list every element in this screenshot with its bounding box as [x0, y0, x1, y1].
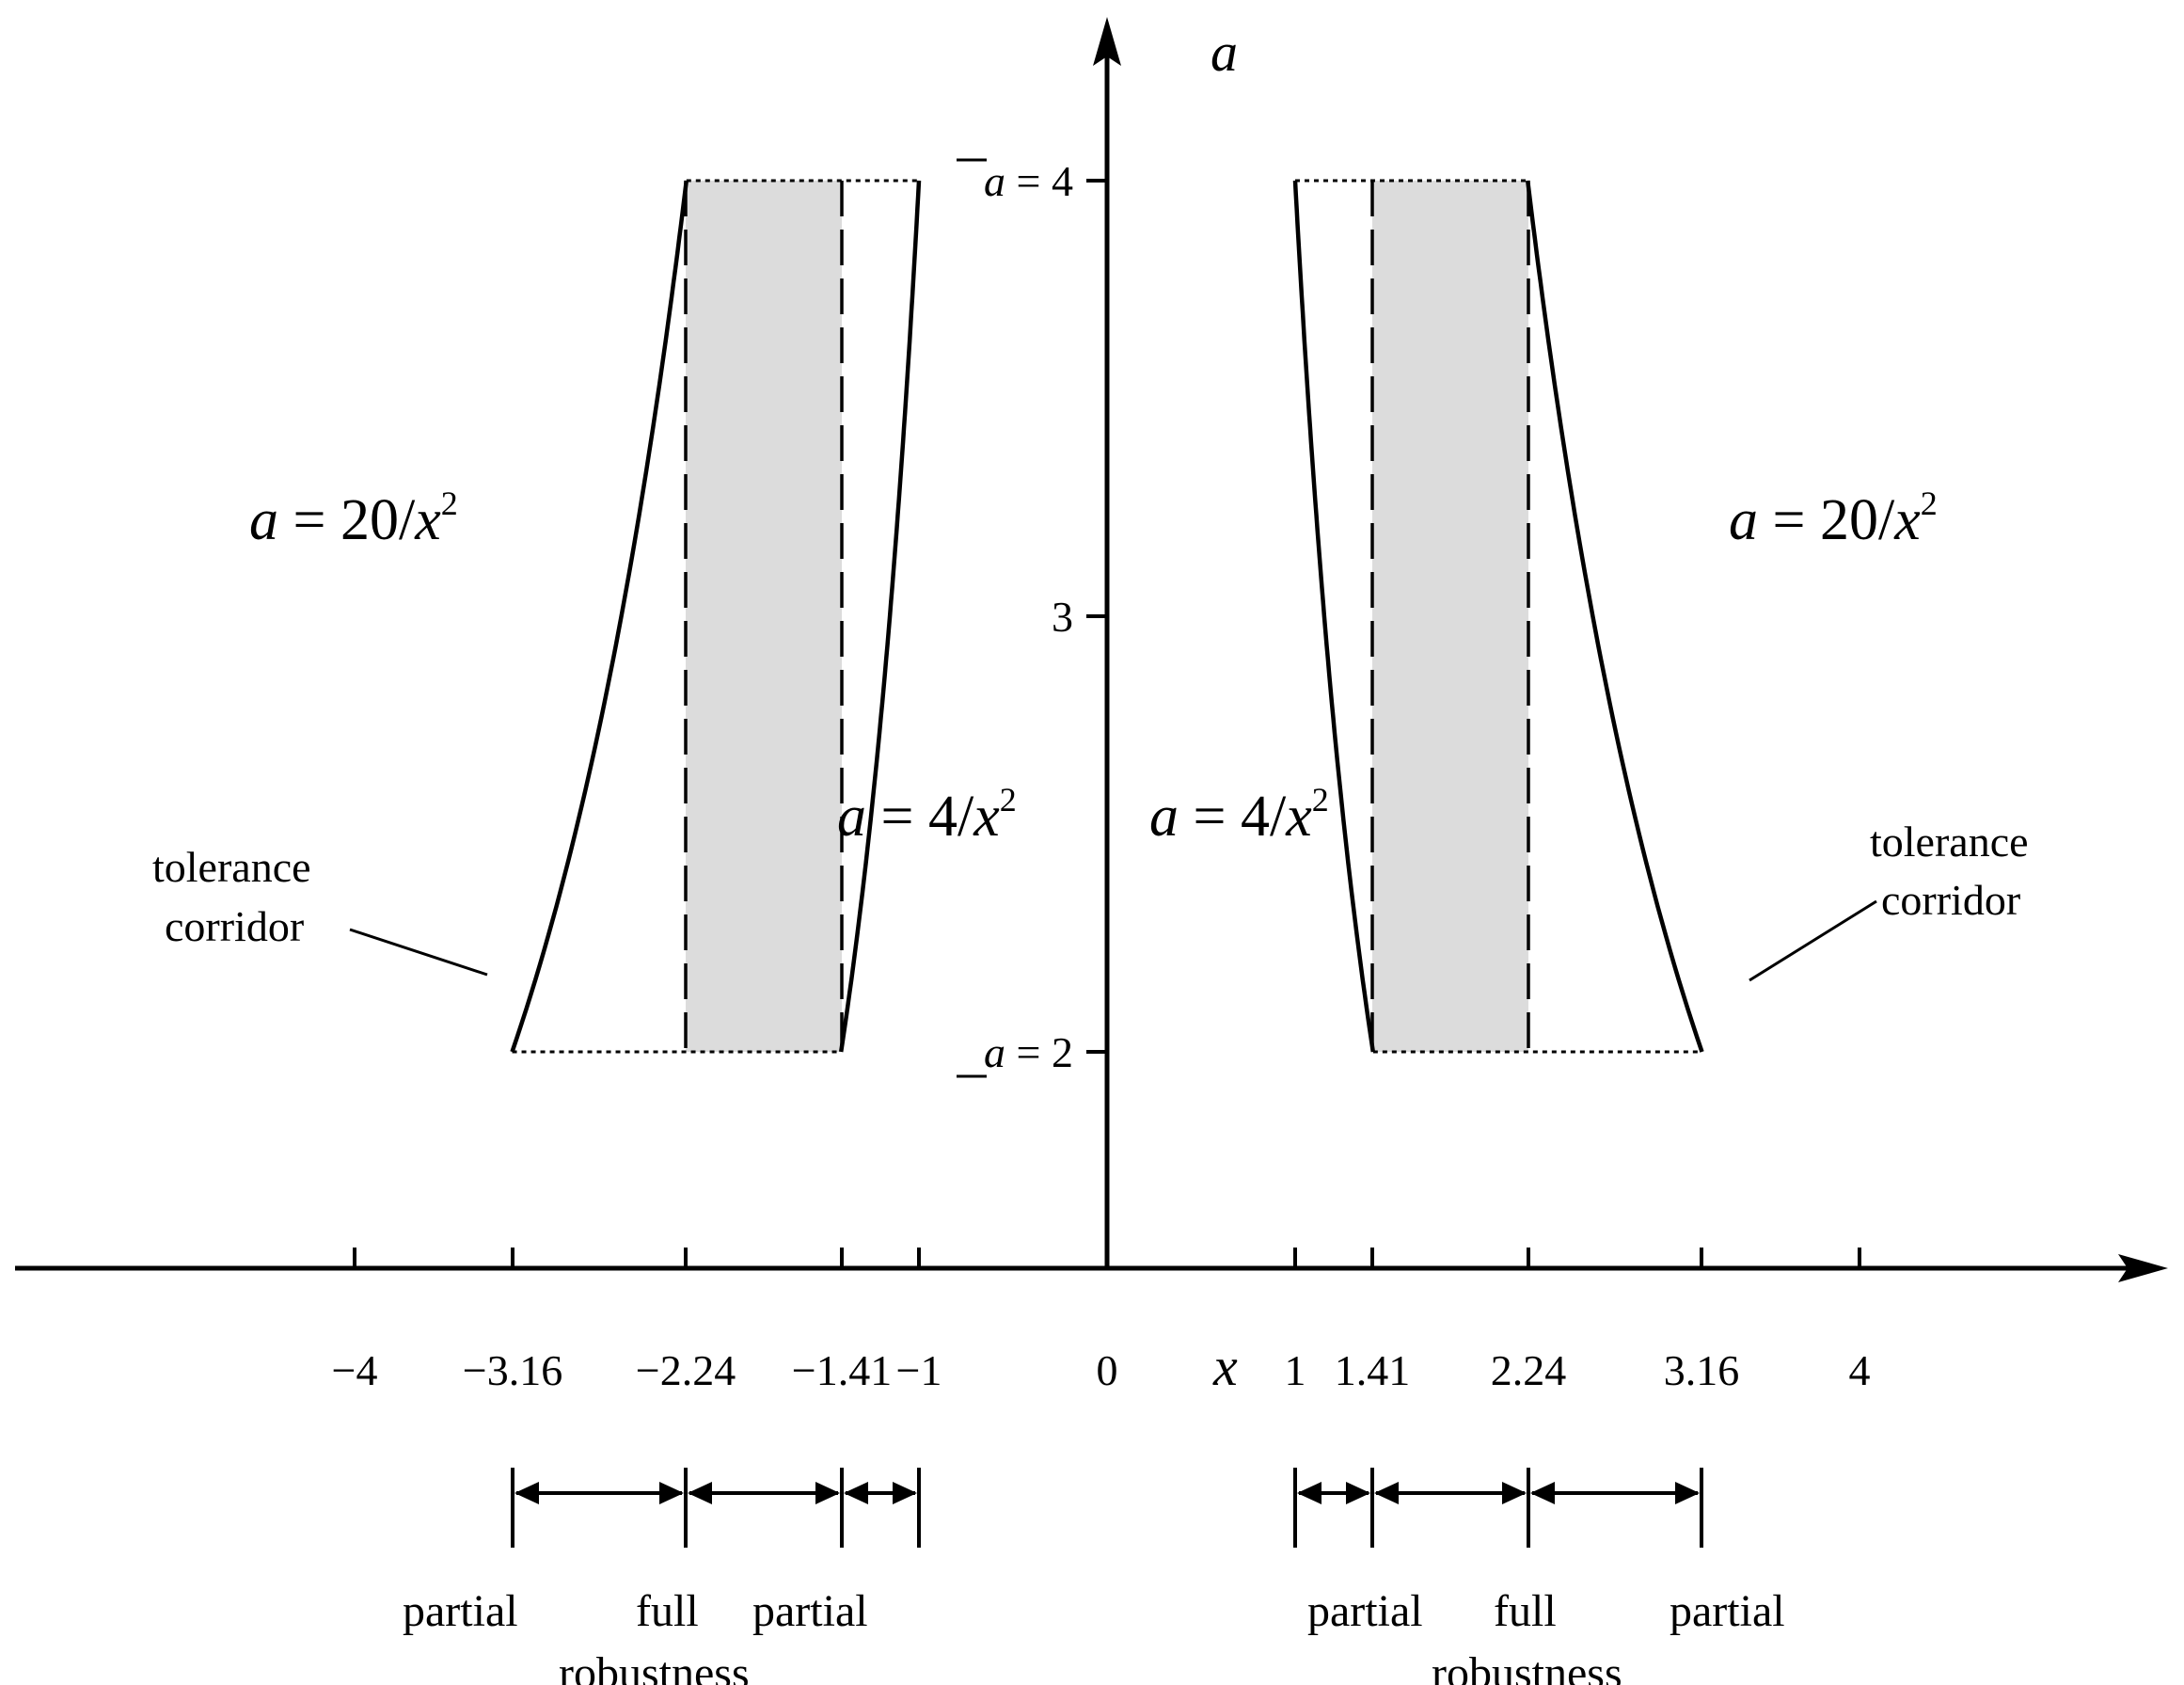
- formula-outer-right: a = 20/x2: [1729, 485, 1938, 552]
- arrowhead: [1530, 1482, 1555, 1504]
- arrowhead: [1675, 1482, 1700, 1504]
- x-tick-label: 3.16: [1664, 1346, 1740, 1394]
- x-tick-label: 2.24: [1491, 1346, 1567, 1394]
- y-tick-label: a = 2: [984, 1028, 1073, 1076]
- x-tick-label: 0: [1097, 1346, 1118, 1394]
- full-robustness-band-left: [686, 181, 842, 1052]
- x-tick-label: 1.41: [1335, 1346, 1411, 1394]
- curve-inner-left: [838, 180, 922, 1053]
- arrowhead: [1502, 1482, 1527, 1504]
- tolerance-corridor-leader-left: [349, 928, 488, 977]
- arrowhead: [659, 1482, 684, 1504]
- arrowhead: [1346, 1482, 1370, 1504]
- region-label-partial: partial: [403, 1586, 518, 1636]
- y-axis-arrowhead: [1093, 17, 1121, 66]
- x-axis-arrowhead: [2118, 1254, 2168, 1282]
- tolerance-corridor-leader-right: [1749, 899, 1877, 982]
- arrowhead: [514, 1482, 539, 1504]
- y-ticks: a = 4 3 a = 2: [957, 157, 1107, 1078]
- region-label-full: full: [636, 1586, 699, 1636]
- x-tick-label: −4: [332, 1346, 378, 1394]
- region-label-partial: partial: [1670, 1586, 1785, 1636]
- region-label-full: full: [1494, 1586, 1557, 1636]
- region-label-robustness: robustness: [559, 1648, 750, 1685]
- arrowhead: [815, 1482, 840, 1504]
- curve-outer-left: [510, 180, 689, 1053]
- y-tick-label: 3: [1052, 593, 1073, 641]
- formula-inner-left: a = 4/x2: [837, 781, 1017, 849]
- x-tick-label: −1.41: [792, 1346, 892, 1394]
- x-tick-label: 1: [1285, 1346, 1306, 1394]
- formula-inner-right: a = 4/x2: [1149, 781, 1329, 849]
- tolerance-corridor-label-right: corridor: [1881, 876, 2020, 924]
- x-tick-label: −2.24: [636, 1346, 736, 1394]
- robustness-intervals: [511, 1468, 1703, 1548]
- arrowhead: [893, 1482, 917, 1504]
- y-tick-label: a = 4: [984, 157, 1073, 205]
- x-ticks: −4 −3.16 −2.24 −1.41 −1 0 1 1.41 2.24 3.16 4: [332, 1248, 1871, 1394]
- tolerance-corridor-label-left: tolerance: [152, 843, 311, 891]
- curve-inner-right: [1292, 180, 1376, 1053]
- full-robustness-band-right: [1372, 181, 1528, 1052]
- arrowhead: [688, 1482, 712, 1504]
- x-axis-title: a: [1211, 22, 1238, 83]
- arrowhead: [1297, 1482, 1321, 1504]
- tolerance-corridor-label-left: corridor: [165, 902, 304, 950]
- x-tick-label: −3.16: [463, 1346, 562, 1394]
- region-label-partial: partial: [752, 1586, 868, 1636]
- x-axis-title: x: [1212, 1336, 1238, 1397]
- region-label-partial: partial: [1307, 1586, 1423, 1636]
- arrowhead: [844, 1482, 868, 1504]
- curve-outer-right: [1525, 180, 1704, 1053]
- tolerance-corridor-label-right: tolerance: [1870, 818, 2029, 866]
- arrowhead: [1374, 1482, 1399, 1504]
- region-label-robustness: robustness: [1432, 1648, 1622, 1685]
- x-tick-label: 4: [1849, 1346, 1871, 1394]
- x-tick-label: −1: [896, 1346, 942, 1394]
- formula-outer-left: a = 20/x2: [249, 485, 458, 552]
